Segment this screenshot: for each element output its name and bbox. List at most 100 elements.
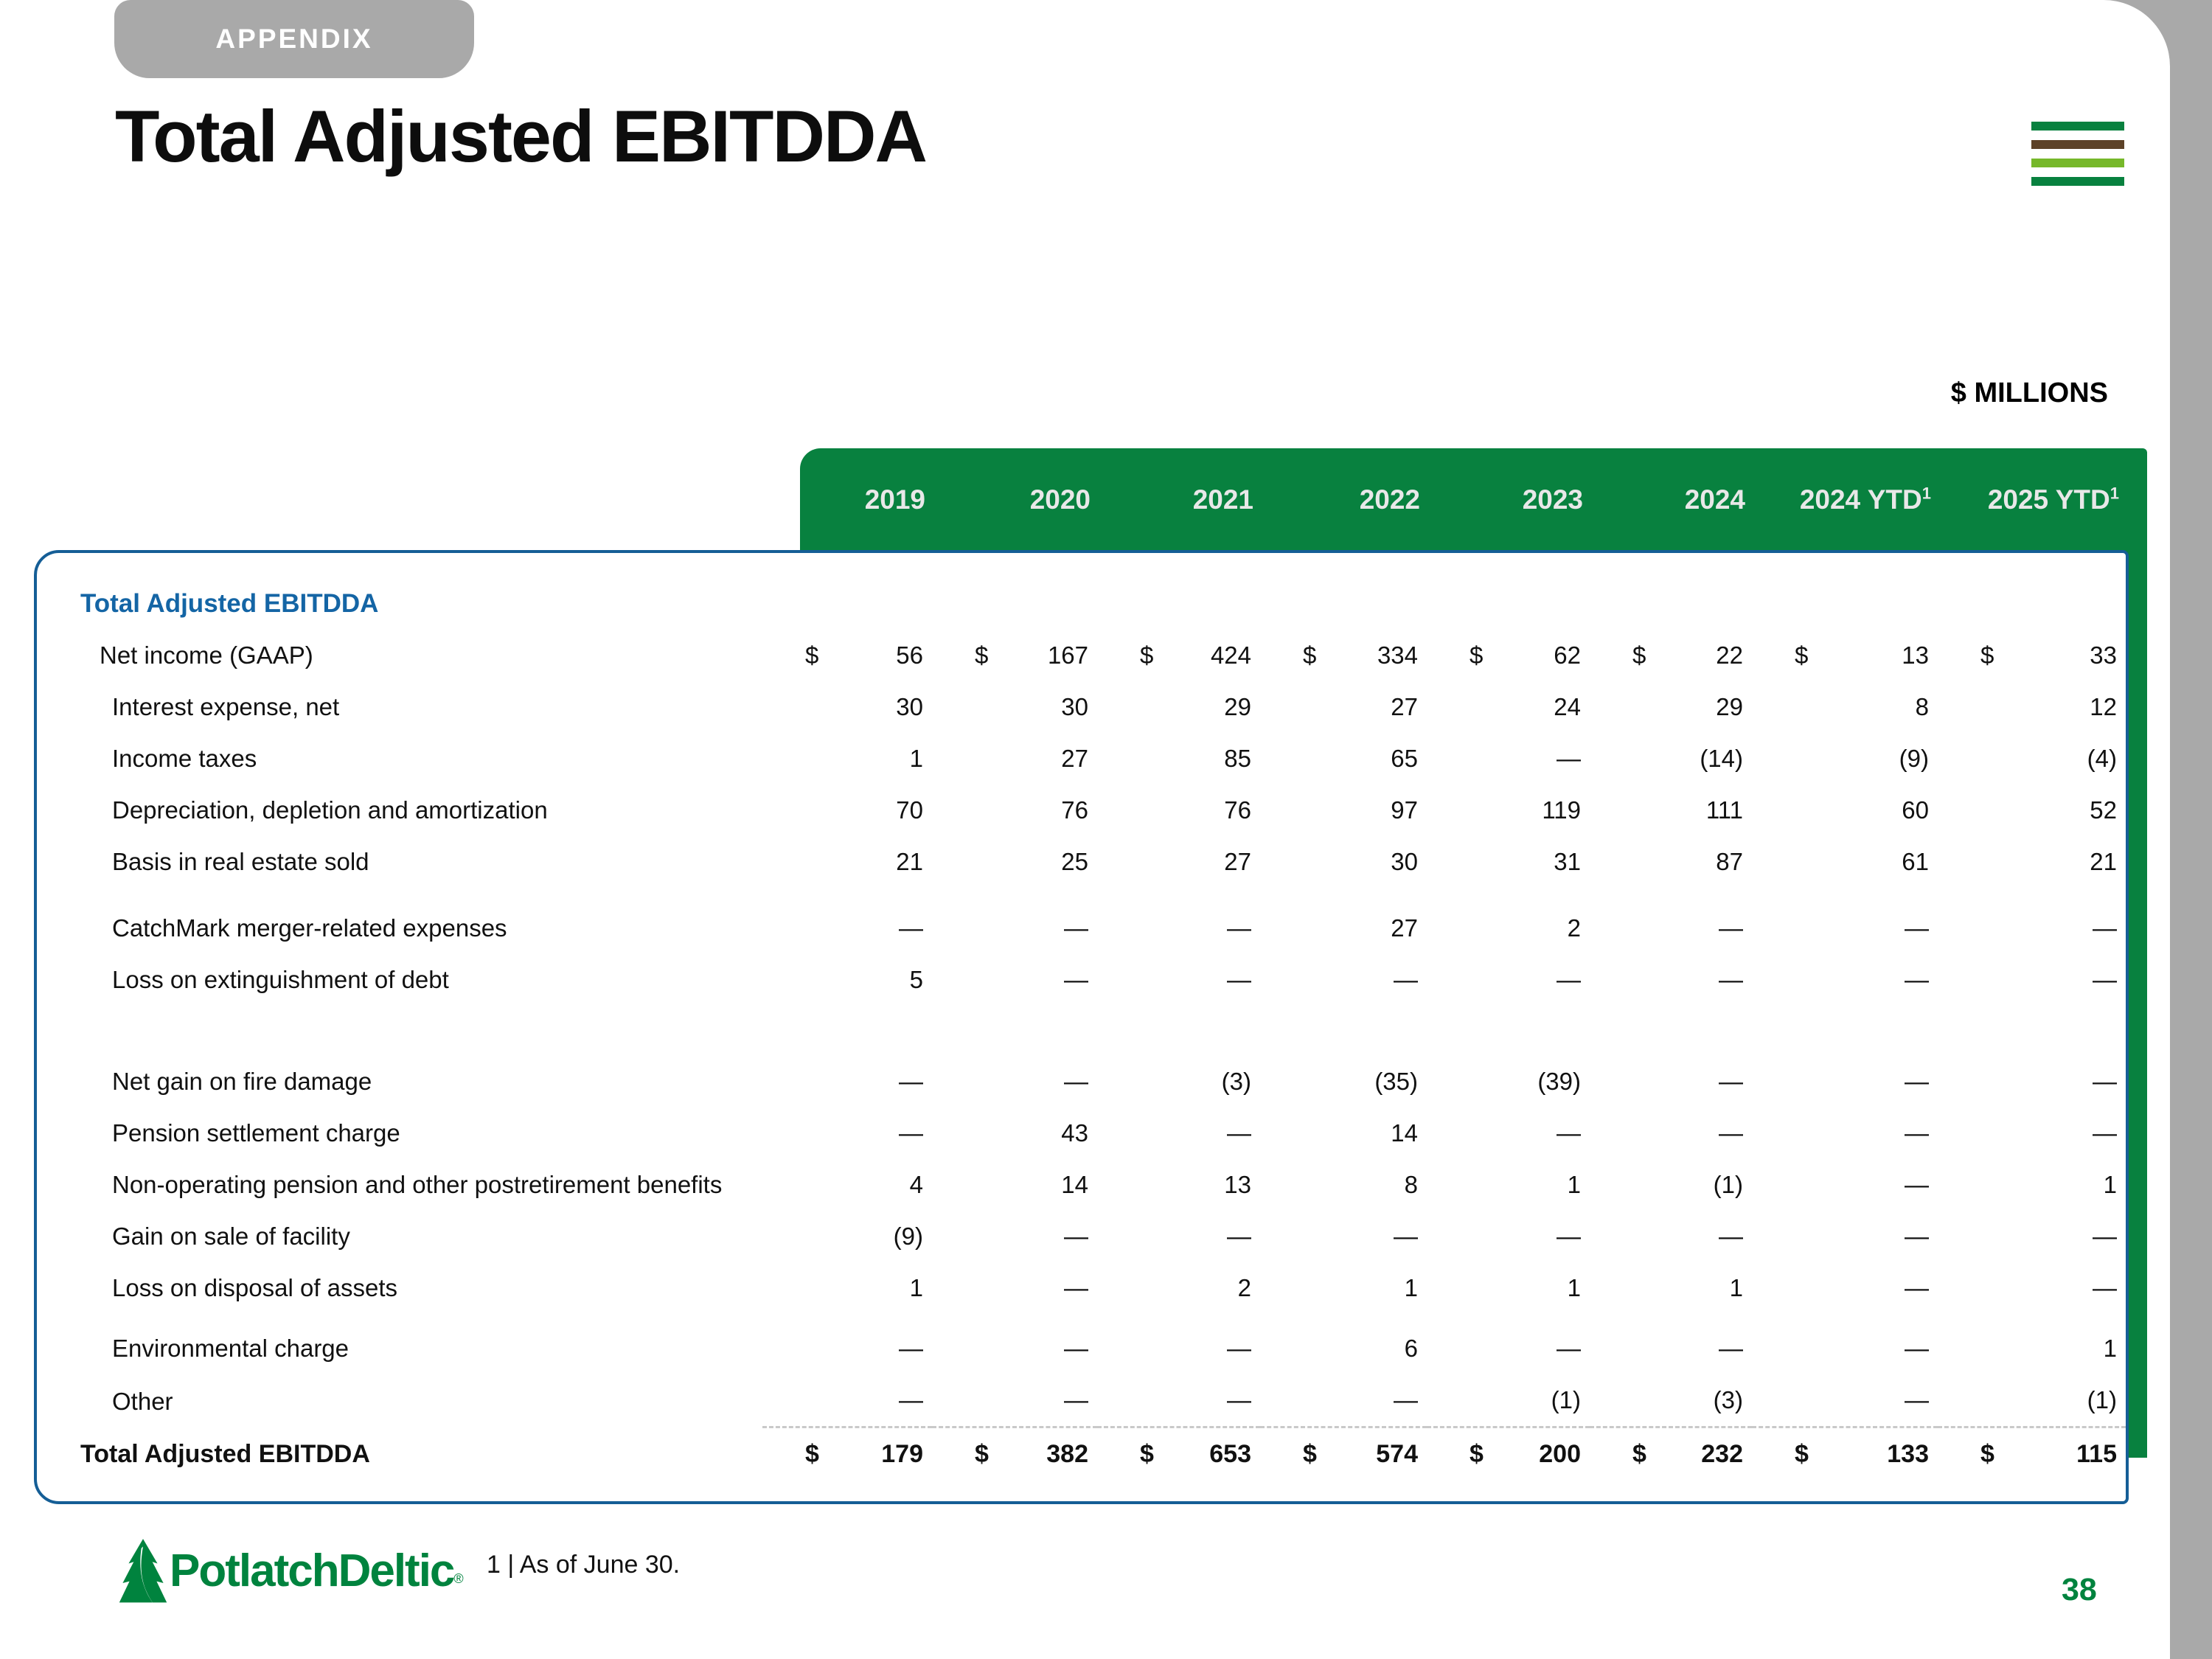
cell-value: 70 — [896, 796, 923, 824]
stripe-dark-green — [2031, 122, 2124, 131]
cell-value: 8 — [1404, 1171, 1418, 1198]
cell-value: 6 — [1404, 1335, 1418, 1362]
cell-value: — — [1719, 1068, 1743, 1095]
year-column-header: 2024 YTD1 — [1799, 484, 1931, 515]
cell-value: — — [899, 1386, 923, 1413]
row-label: Loss on extinguishment of debt — [112, 966, 449, 993]
cell-value: 61 — [1902, 848, 1929, 875]
dollar-sign: $ — [805, 1440, 819, 1468]
dollar-sign: $ — [1980, 641, 1994, 669]
dollar-sign: $ — [1980, 1440, 1994, 1468]
dollar-sign: $ — [1470, 1440, 1484, 1468]
table-row: CatchMark merger-related expenses — — — 27 2 —… — [37, 888, 2126, 954]
table-row: Net income (GAAP) $56 $167 $424 $334 $62 $22 $1… — [37, 630, 2126, 681]
table-row: Net gain on fire damage — — (3) (35) (39) — — — — [37, 1056, 2126, 1107]
cell-value: — — [899, 914, 923, 942]
cell-value: 2 — [1567, 914, 1581, 942]
cell-value: 56 — [896, 641, 923, 669]
cell-value: (9) — [1899, 745, 1929, 772]
registered-mark: ® — [453, 1571, 464, 1586]
dollar-sign: $ — [1632, 1440, 1646, 1468]
cell-value: 29 — [1224, 693, 1251, 720]
row-label: Net gain on fire damage — [112, 1068, 372, 1095]
cell-value: 31 — [1554, 848, 1581, 875]
cell-value: — — [1905, 1119, 1929, 1147]
row-label: Loss on disposal of assets — [112, 1274, 398, 1301]
cell-value: (3) — [1221, 1068, 1251, 1095]
table-row — [37, 1006, 2126, 1056]
stripe-light-green — [2031, 159, 2124, 167]
cell-value: 22 — [1716, 641, 1743, 669]
page-title: Total Adjusted EBITDDA — [115, 95, 928, 177]
cell-value: — — [1719, 1335, 1743, 1362]
footnote: 1 | As of June 30. — [487, 1551, 681, 1579]
cell-value: — — [2093, 966, 2117, 993]
row-label: Net income (GAAP) — [100, 641, 313, 669]
row-label: Total Adjusted EBITDDA — [80, 1440, 370, 1468]
year-column-header: 2019 — [864, 484, 925, 515]
cell-value: 1 — [909, 1274, 923, 1301]
dollar-sign: $ — [1795, 641, 1809, 669]
cell-value: 52 — [2090, 796, 2117, 824]
cell-value: — — [1557, 1222, 1581, 1250]
cell-value: — — [1064, 1386, 1088, 1413]
cell-value: — — [1064, 1068, 1088, 1095]
table-row: Depreciation, depletion and amortization… — [37, 785, 2126, 836]
stripes-logo-icon — [2031, 122, 2124, 195]
cell-value: — — [899, 1335, 923, 1362]
cell-value: 133 — [1887, 1440, 1929, 1468]
cell-value: 200 — [1539, 1440, 1581, 1468]
cell-value: 30 — [1391, 848, 1418, 875]
cell-value: 12 — [2090, 693, 2117, 720]
cell-value: 4 — [909, 1171, 923, 1198]
cell-value: 111 — [1705, 796, 1743, 824]
cell-value: 382 — [1046, 1440, 1088, 1468]
cell-value: — — [1227, 914, 1251, 942]
cell-value: — — [1719, 1119, 1743, 1147]
cell-value: 1 — [909, 745, 923, 772]
cell-value: 21 — [896, 848, 923, 875]
year-column-header: 2025 YTD1 — [1987, 484, 2119, 515]
stripe-dark-green-2 — [2031, 177, 2124, 186]
row-label: Environmental charge — [112, 1335, 349, 1362]
cell-value: 97 — [1391, 796, 1418, 824]
cell-value: — — [1719, 914, 1743, 942]
potlatchdeltic-logo: PotlatchDeltic ® — [116, 1538, 464, 1619]
cell-value: (1) — [1713, 1171, 1743, 1198]
cell-value: (14) — [1700, 745, 1743, 772]
row-label: Gain on sale of facility — [112, 1222, 350, 1250]
year-header-row: 2019 2020 2021 2022 2023 2024 2024 YTD1 2025 YT… — [763, 448, 2126, 552]
table-row: Pension settlement charge — 43 — 14 — — — — — [37, 1107, 2126, 1159]
row-label — [37, 1007, 762, 1056]
cell-value: 1 — [1729, 1274, 1743, 1301]
cell-value: — — [2093, 1274, 2117, 1301]
dollar-sign: $ — [1140, 641, 1154, 669]
tree-icon — [119, 1539, 167, 1606]
table-row: Income taxes 1 27 85 65 — (14) (9) (4) — [37, 733, 2126, 785]
cell-value: 76 — [1061, 796, 1088, 824]
cell-value: 1 — [2103, 1335, 2117, 1362]
cell-value: — — [1227, 1222, 1251, 1250]
cell-value: 27 — [1391, 914, 1418, 942]
dollar-sign: $ — [975, 641, 989, 669]
cell-value: 25 — [1061, 848, 1088, 875]
dollar-sign: $ — [1470, 641, 1484, 669]
cell-value: — — [1719, 966, 1743, 993]
cell-value: 1 — [1404, 1274, 1418, 1301]
cell-value: 653 — [1209, 1440, 1251, 1468]
cell-value: 14 — [1061, 1171, 1088, 1198]
cell-value: 30 — [1061, 693, 1088, 720]
cell-value: — — [1557, 745, 1581, 772]
cell-value: 13 — [1224, 1171, 1251, 1198]
cell-value: 27 — [1391, 693, 1418, 720]
appendix-tab: APPENDIX — [114, 0, 474, 78]
row-label: Depreciation, depletion and amortization — [112, 796, 548, 824]
row-label: Interest expense, net — [112, 693, 340, 720]
table-box: Total Adjusted EBITDDA Net income (GAAP)… — [34, 550, 2129, 1504]
year-column-header: 2024 — [1684, 484, 1745, 515]
cell-value: 167 — [1047, 641, 1088, 669]
cell-value: 13 — [1902, 641, 1929, 669]
cell-value: — — [1905, 1171, 1929, 1198]
cell-value: — — [1719, 1222, 1743, 1250]
